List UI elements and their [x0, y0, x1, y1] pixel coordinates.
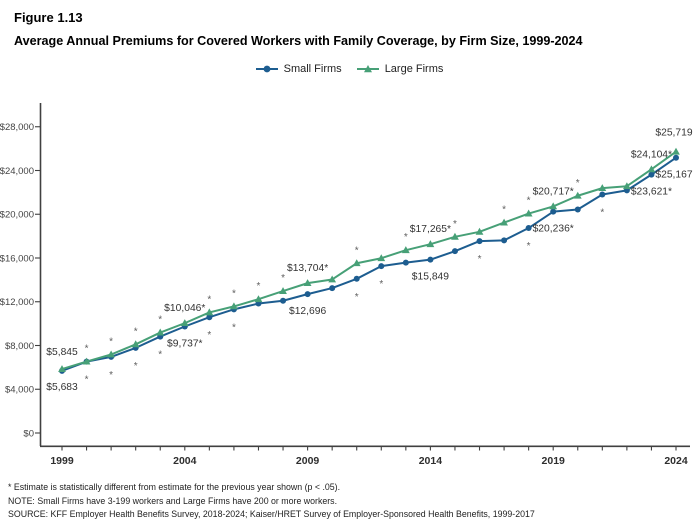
svg-text:2009: 2009 [296, 455, 320, 467]
svg-text:$4,000: $4,000 [5, 385, 34, 396]
svg-text:*: * [134, 326, 138, 337]
svg-text:*: * [109, 336, 113, 347]
svg-text:*: * [527, 196, 531, 207]
svg-text:$10,046*: $10,046* [164, 303, 205, 314]
svg-text:*: * [232, 288, 236, 299]
svg-text:$16,000: $16,000 [0, 253, 34, 264]
svg-text:*: * [600, 208, 604, 219]
svg-text:$25,167: $25,167 [655, 170, 692, 181]
footnotes: * Estimate is statistically different fr… [8, 481, 698, 522]
small-firms-line-marker-icon [255, 65, 278, 73]
svg-text:2019: 2019 [542, 455, 566, 467]
svg-text:$0: $0 [23, 428, 34, 439]
large-firms-line-marker-icon [356, 65, 379, 73]
svg-text:$5,683: $5,683 [46, 382, 78, 393]
svg-text:*: * [85, 344, 89, 355]
svg-text:*: * [158, 350, 162, 361]
svg-text:$15,849: $15,849 [412, 272, 449, 283]
svg-text:$9,737*: $9,737* [167, 339, 203, 350]
svg-text:*: * [158, 315, 162, 326]
svg-text:$25,719: $25,719 [655, 128, 692, 139]
svg-text:*: * [257, 281, 261, 292]
svg-text:*: * [232, 322, 236, 333]
svg-text:2014: 2014 [419, 455, 443, 467]
svg-text:$12,000: $12,000 [0, 297, 34, 308]
footnote-note: NOTE: Small Firms have 3-199 workers and… [8, 495, 338, 506]
svg-text:$13,704*: $13,704* [287, 263, 328, 274]
svg-text:*: * [379, 279, 383, 290]
svg-text:*: * [355, 292, 359, 303]
svg-text:*: * [109, 370, 113, 381]
svg-text:$28,000: $28,000 [0, 122, 34, 133]
svg-text:$24,000: $24,000 [0, 166, 34, 177]
svg-text:$20,717*: $20,717* [533, 186, 574, 197]
svg-text:*: * [576, 178, 580, 189]
svg-text:*: * [134, 361, 138, 372]
svg-text:*: * [207, 294, 211, 305]
legend: Small Firms Large Firms [0, 63, 698, 75]
footnote-source: SOURCE: KFF Employer Health Benefits Sur… [8, 509, 535, 520]
svg-text:*: * [453, 219, 457, 230]
svg-text:*: * [478, 254, 482, 265]
svg-text:*: * [85, 375, 89, 386]
svg-text:*: * [502, 205, 506, 216]
svg-text:$5,845: $5,845 [46, 347, 78, 358]
figure-number: Figure 1.13 [14, 10, 83, 25]
svg-text:2004: 2004 [173, 455, 197, 467]
svg-text:$12,696: $12,696 [289, 306, 326, 317]
svg-text:$8,000: $8,000 [5, 341, 34, 352]
svg-text:*: * [404, 232, 408, 243]
svg-text:2024: 2024 [664, 455, 688, 467]
legend-item-large-firms: Large Firms [356, 63, 444, 75]
svg-text:$23,621*: $23,621* [631, 187, 672, 198]
svg-text:$20,000: $20,000 [0, 210, 34, 221]
svg-text:$20,236*: $20,236* [533, 224, 574, 235]
svg-text:$17,265*: $17,265* [410, 224, 451, 235]
svg-text:$24,104*: $24,104* [631, 149, 672, 160]
legend-item-small-firms: Small Firms [255, 63, 342, 75]
svg-text:*: * [527, 241, 531, 252]
svg-text:*: * [281, 273, 285, 284]
figure-title: Average Annual Premiums for Covered Work… [14, 34, 583, 48]
svg-text:*: * [207, 330, 211, 341]
svg-text:1999: 1999 [50, 455, 74, 467]
svg-text:*: * [355, 245, 359, 256]
legend-label-small-firms: Small Firms [283, 63, 342, 75]
legend-label-large-firms: Large Firms [384, 63, 444, 75]
footnote-significance: * Estimate is statistically different fr… [8, 482, 341, 492]
